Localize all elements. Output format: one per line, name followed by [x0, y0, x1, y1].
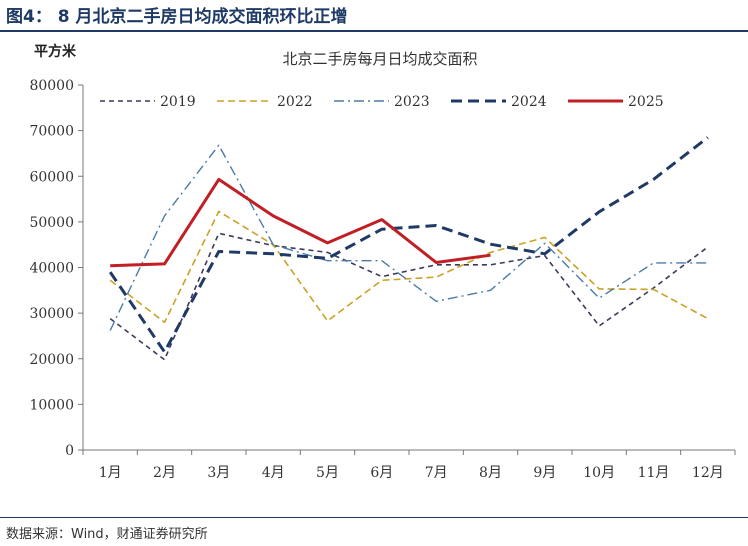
x-tick-label: 7月: [425, 465, 448, 481]
legend-label: 2023: [394, 94, 430, 110]
x-tick-label: 11月: [638, 465, 670, 481]
x-tick-label: 5月: [316, 465, 339, 481]
series-line-2023: [109, 144, 708, 331]
x-tick-label: 9月: [533, 465, 556, 481]
figure-title: 图4： 8 月北京二手房日均成交面积环比正增: [6, 7, 348, 27]
x-tick-label: 6月: [370, 465, 393, 481]
legend-label: 2019: [160, 94, 196, 110]
series-layer: [108, 136, 709, 361]
x-tick-label: 4月: [262, 465, 285, 481]
x-tick-label: 12月: [692, 465, 724, 481]
y-tick-label: 70000: [29, 124, 74, 140]
legend: 2019 2022 2023 2024 2025: [100, 94, 664, 110]
x-tick-label: 2月: [153, 465, 176, 481]
series-line-2025: [110, 177, 491, 268]
legend-label: 2025: [628, 94, 664, 110]
x-tick-label: 10月: [583, 465, 615, 481]
series-line-2022: [109, 210, 709, 324]
y-tick-label: 40000: [29, 261, 74, 277]
legend-label: 2022: [277, 94, 313, 110]
y-tick-label: 20000: [29, 352, 74, 368]
x-tick-label: 3月: [207, 465, 230, 481]
y-tick-label: 60000: [29, 169, 74, 185]
footer-divider: [0, 517, 748, 518]
chart-title: 北京二手房每月日均成交面积: [282, 50, 477, 68]
x-tick-label: 8月: [479, 465, 502, 481]
title-divider: [0, 30, 748, 32]
y-tick-label: 80000: [29, 78, 74, 94]
axes: 0 10000 20000 30000 40000 50000 60000 70000 8000…: [29, 78, 736, 481]
y-tick-label: 10000: [29, 397, 74, 413]
y-tick-label: 0: [65, 443, 74, 459]
source-note: 数据来源：Wind，财通证券研究所: [6, 527, 208, 542]
legend-label: 2024: [511, 94, 547, 110]
series-line-2019: [109, 232, 709, 361]
y-tick-label: 50000: [29, 215, 74, 231]
y-tick-label: 30000: [29, 306, 74, 322]
x-tick-label: 1月: [99, 465, 122, 481]
series-line-2024: [108, 136, 709, 354]
y-axis-unit-label: 平方米: [34, 43, 77, 60]
line-chart: 北京二手房每月日均成交面积 平方米 0 10000 20000 30000 40000 5…: [29, 43, 736, 481]
